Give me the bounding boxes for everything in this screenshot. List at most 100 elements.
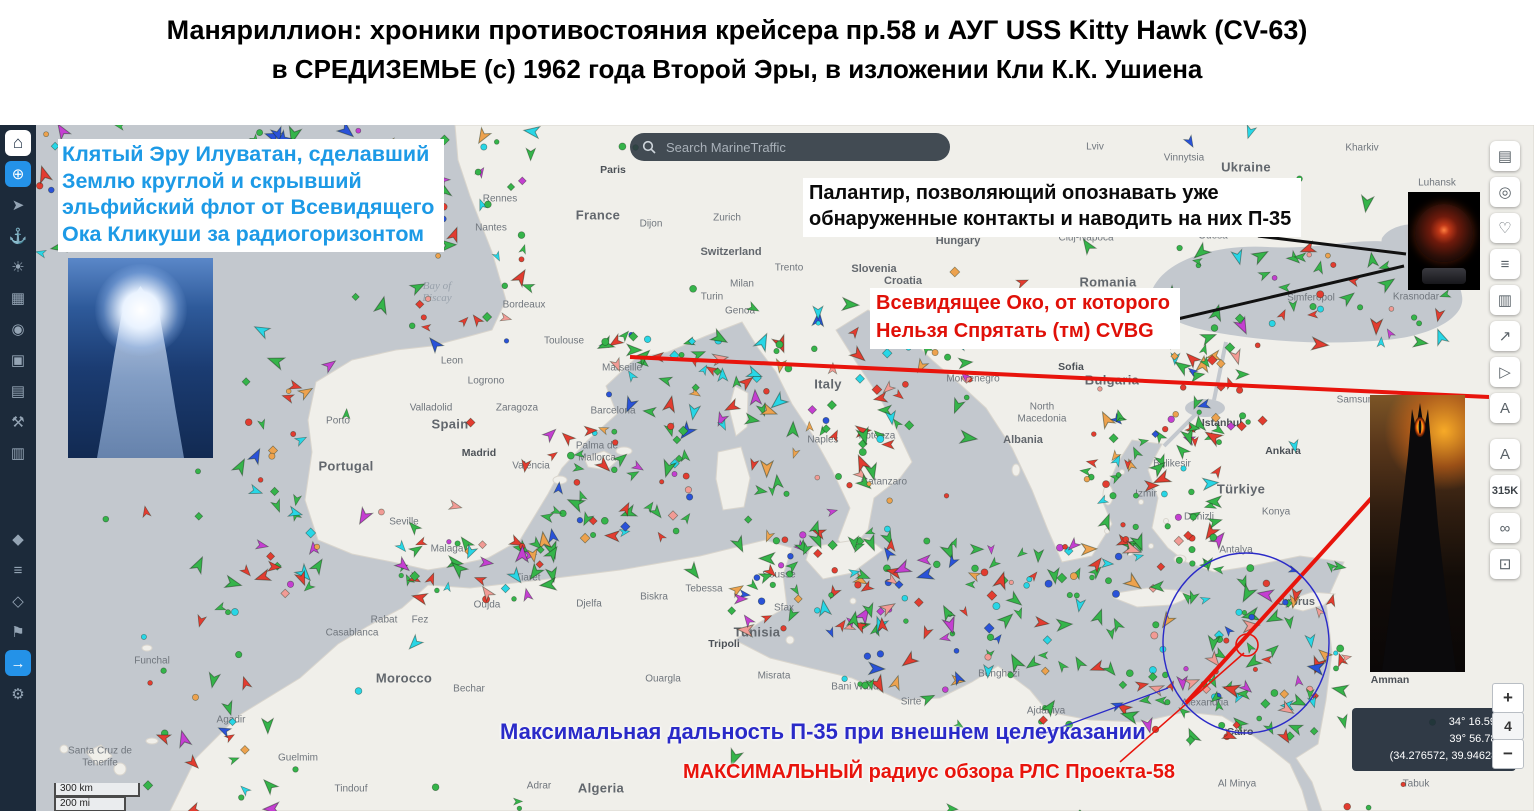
vessel-marker[interactable]	[1432, 327, 1450, 347]
vessel-marker[interactable]	[1230, 714, 1250, 733]
vessel-marker[interactable]	[207, 671, 222, 689]
vessel-marker[interactable]	[987, 556, 1002, 570]
fullscreen-button[interactable]: ⊡	[1490, 549, 1520, 579]
vessel-marker[interactable]	[948, 537, 960, 549]
vessel-marker[interactable]	[1245, 419, 1251, 425]
vessel-marker[interactable]	[542, 544, 561, 564]
vessel-marker[interactable]	[945, 554, 960, 569]
vessel-marker[interactable]	[1254, 342, 1261, 349]
vessel-marker[interactable]	[286, 505, 304, 520]
vessel-marker[interactable]	[501, 282, 509, 290]
vessel-marker[interactable]	[1176, 675, 1189, 692]
vessel-marker[interactable]	[785, 420, 800, 438]
zoom-in-button[interactable]: +	[1492, 683, 1524, 713]
vessel-marker[interactable]	[514, 544, 530, 564]
vessel-marker[interactable]	[1056, 572, 1068, 584]
vessel-marker[interactable]	[1121, 539, 1142, 558]
vessel-marker[interactable]	[522, 587, 534, 603]
vessel-marker[interactable]	[1210, 324, 1219, 332]
vessel-marker[interactable]	[320, 357, 338, 374]
vessel-marker[interactable]	[835, 473, 842, 480]
vessel-marker[interactable]	[1132, 552, 1145, 562]
vessel-marker[interactable]	[484, 200, 492, 209]
vessel-marker[interactable]	[1309, 303, 1317, 311]
vessel-marker[interactable]	[239, 675, 253, 691]
vessel-marker[interactable]	[478, 540, 487, 550]
vessel-marker[interactable]	[828, 592, 834, 598]
vessel-marker[interactable]	[848, 345, 869, 365]
vessel-marker[interactable]	[793, 538, 811, 556]
vessel-marker[interactable]	[680, 511, 693, 525]
vessel-marker[interactable]	[1369, 317, 1384, 336]
vessel-marker[interactable]	[1182, 134, 1197, 149]
vessel-marker[interactable]	[1216, 382, 1226, 392]
vessel-marker[interactable]	[894, 580, 904, 590]
vessel-marker[interactable]	[678, 351, 685, 358]
vessel-marker[interactable]	[1108, 433, 1119, 444]
vessel-marker[interactable]	[1198, 329, 1218, 347]
vessel-marker[interactable]	[482, 311, 493, 323]
vessel-marker[interactable]	[447, 499, 463, 512]
vessel-marker[interactable]	[913, 597, 924, 608]
vessel-marker[interactable]	[861, 601, 876, 619]
vessel-marker[interactable]	[1236, 574, 1250, 591]
vessel-marker[interactable]	[1345, 275, 1361, 288]
vessel-marker[interactable]	[1033, 548, 1045, 564]
vessel-marker[interactable]	[939, 540, 958, 561]
vessel-marker[interactable]	[1159, 645, 1167, 653]
vessel-marker[interactable]	[682, 472, 690, 480]
vessel-marker[interactable]	[1277, 283, 1291, 293]
vessel-marker[interactable]	[246, 446, 264, 466]
vessel-marker[interactable]	[1365, 804, 1372, 811]
vessel-marker[interactable]	[252, 322, 272, 340]
vessel-marker[interactable]	[537, 530, 553, 551]
vessel-marker[interactable]	[863, 461, 880, 482]
vessel-marker[interactable]	[1186, 421, 1202, 433]
vessel-marker[interactable]	[1246, 564, 1255, 573]
vessel-marker[interactable]	[1238, 582, 1258, 604]
vessel-marker[interactable]	[1191, 241, 1213, 262]
vessel-marker[interactable]	[759, 459, 775, 479]
routes-button[interactable]: ↗	[1490, 321, 1520, 351]
vessel-marker[interactable]	[1151, 468, 1173, 488]
vessel-marker[interactable]	[790, 447, 801, 459]
vessel-marker[interactable]	[1250, 247, 1271, 266]
vessel-marker[interactable]	[549, 505, 563, 517]
nav-notifications[interactable]: ⚑	[11, 624, 25, 641]
nav-port-calls[interactable]: ▦	[10, 290, 26, 307]
vessel-marker[interactable]	[526, 547, 539, 564]
vessel-marker[interactable]	[536, 545, 545, 554]
vessel-marker[interactable]	[305, 527, 317, 539]
vessel-marker[interactable]	[1210, 422, 1227, 437]
vessel-marker[interactable]	[885, 538, 896, 553]
vessel-marker[interactable]	[457, 315, 471, 328]
vessel-marker[interactable]	[266, 551, 276, 561]
vessel-marker[interactable]	[576, 517, 584, 524]
vessel-marker[interactable]	[642, 406, 657, 418]
vessel-marker[interactable]	[506, 182, 516, 192]
vessel-marker[interactable]	[1055, 659, 1070, 674]
vessel-marker[interactable]	[266, 353, 287, 371]
filters-button[interactable]: ▥	[1490, 285, 1520, 315]
vessel-marker[interactable]	[793, 594, 803, 604]
vessel-marker[interactable]	[799, 531, 807, 539]
vessel-marker[interactable]	[409, 570, 421, 582]
vessel-marker[interactable]	[1330, 261, 1337, 268]
vessel-marker[interactable]	[1271, 275, 1278, 281]
vessel-marker[interactable]	[465, 417, 476, 428]
vessel-marker[interactable]	[1312, 260, 1325, 275]
vessel-marker[interactable]	[341, 407, 351, 420]
vessel-marker[interactable]	[1148, 458, 1169, 479]
nav-datasets[interactable]: ≡	[13, 561, 23, 579]
vessel-marker[interactable]	[192, 693, 199, 701]
vessel-marker[interactable]	[861, 681, 869, 690]
vessel-marker[interactable]	[1196, 409, 1202, 415]
vessel-marker[interactable]	[760, 612, 773, 624]
vessel-marker[interactable]	[971, 564, 979, 573]
vessel-marker[interactable]	[1151, 725, 1160, 734]
vessel-marker[interactable]	[230, 456, 249, 477]
vessel-marker[interactable]	[1333, 650, 1339, 656]
vessel-marker[interactable]	[426, 335, 445, 355]
vessel-marker[interactable]	[538, 576, 558, 592]
vessel-marker[interactable]	[442, 581, 452, 593]
